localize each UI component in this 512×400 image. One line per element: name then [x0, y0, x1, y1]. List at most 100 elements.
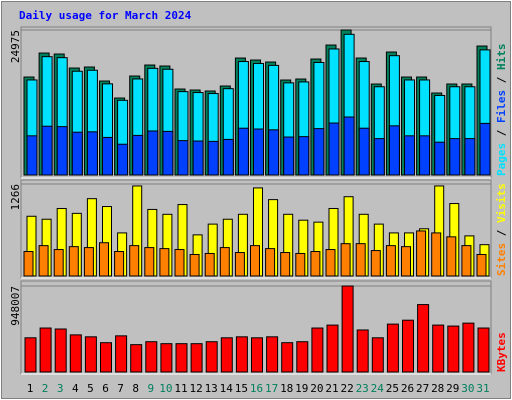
x-tick-label: 18: [280, 382, 293, 395]
bar: [356, 329, 369, 373]
bar: [102, 136, 113, 176]
bar: [204, 252, 215, 277]
bar: [144, 247, 155, 277]
bar: [160, 343, 173, 373]
bar: [417, 304, 430, 373]
bar: [251, 337, 263, 373]
bar: [268, 129, 280, 176]
bar: [355, 243, 366, 277]
bar: [117, 143, 129, 176]
bar: [313, 128, 325, 176]
x-tick-label: 27: [416, 382, 429, 395]
x-tick-label: 29: [446, 382, 459, 395]
bar: [462, 322, 475, 373]
bar: [340, 243, 351, 277]
x-tick-label: 28: [431, 382, 444, 395]
x-tick-label: 9: [147, 382, 154, 395]
x-tick-label: 24: [371, 382, 385, 395]
bar: [253, 128, 264, 176]
bar: [479, 122, 491, 176]
legend-entry: Visits: [495, 183, 508, 223]
x-tick-label: 23: [356, 382, 369, 395]
legend: Sites / Visits: [495, 183, 508, 276]
bar: [69, 334, 82, 373]
x-tick-label: 2: [42, 382, 49, 395]
bar: [207, 140, 219, 176]
bar: [234, 252, 245, 277]
bar: [385, 245, 396, 277]
legend-separator: /: [495, 223, 508, 243]
legend-entry: Pages: [495, 143, 508, 176]
bar: [24, 337, 37, 373]
bar: [402, 319, 414, 373]
x-tick-label: 19: [295, 382, 308, 395]
bar: [71, 131, 83, 176]
bar: [41, 125, 53, 176]
bar: [416, 230, 427, 277]
bar: [132, 134, 144, 176]
x-tick-label: 4: [72, 382, 79, 395]
bar: [476, 253, 487, 277]
bar: [129, 245, 140, 277]
x-tick-label: 7: [117, 382, 124, 395]
bar: [477, 327, 490, 373]
bar: [310, 251, 321, 277]
bar: [371, 337, 384, 373]
chart-title: Daily usage for March 2024: [19, 9, 192, 22]
bar: [23, 251, 34, 277]
bar: [447, 325, 460, 373]
x-tick-label: 20: [310, 382, 323, 395]
x-tick-label: 6: [102, 382, 109, 395]
y-tick-label: 24975: [9, 30, 22, 63]
bar: [326, 324, 339, 373]
bar: [54, 328, 67, 373]
legend: Pages / Files / Hits: [495, 44, 508, 177]
bar: [38, 245, 49, 277]
bar: [114, 251, 125, 277]
bar: [250, 245, 260, 277]
bar: [159, 248, 170, 277]
bar: [99, 242, 109, 277]
bar: [419, 135, 431, 176]
bar: [311, 327, 324, 373]
bar: [370, 250, 381, 277]
bar: [177, 140, 189, 176]
x-tick-label: 1: [27, 382, 34, 395]
bar: [401, 246, 411, 277]
y-tick-label: 1266: [9, 184, 22, 211]
x-tick-label: 26: [401, 382, 414, 395]
x-tick-label: 12: [189, 382, 202, 395]
x-tick-label: 14: [220, 382, 234, 395]
x-tick-label: 15: [235, 382, 248, 395]
bar: [404, 135, 415, 176]
bar: [39, 327, 52, 373]
bar: [175, 343, 188, 373]
x-tick-label: 8: [132, 382, 139, 395]
x-tick-label: 31: [476, 382, 489, 395]
bar: [115, 335, 128, 373]
bar: [295, 252, 306, 277]
x-tick-label: 22: [340, 382, 353, 395]
bar: [174, 249, 185, 277]
bar: [464, 138, 476, 176]
x-tick-label: 11: [174, 382, 187, 395]
bar: [56, 126, 68, 176]
legend-entry: Hits: [495, 44, 508, 71]
bar: [100, 342, 112, 373]
legend-entry: Sites: [495, 243, 508, 276]
bar: [446, 236, 457, 277]
x-tick-label: 13: [205, 382, 218, 395]
bar: [358, 127, 370, 176]
bar: [86, 131, 98, 176]
bar: [220, 337, 233, 373]
y-tick-label: 948007: [9, 286, 22, 326]
x-tick-label: 25: [386, 382, 399, 395]
bar: [219, 247, 230, 277]
legend-separator: /: [495, 123, 508, 143]
bar: [298, 136, 310, 176]
bar: [296, 341, 309, 373]
bar: [192, 140, 204, 176]
bar: [147, 130, 159, 176]
bar: [281, 342, 294, 373]
